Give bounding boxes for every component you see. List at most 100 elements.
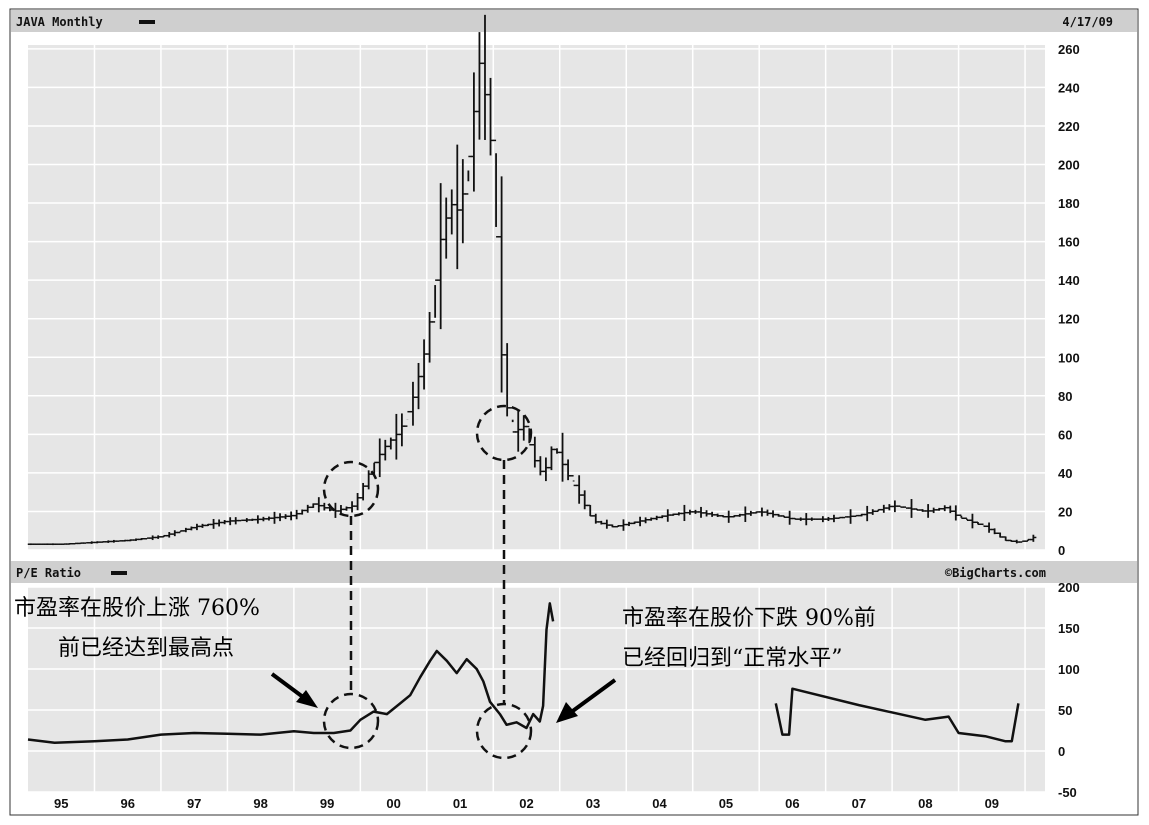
price-bar <box>770 510 777 518</box>
price-bar <box>991 528 998 535</box>
price-y-tick-label: 140 <box>1058 273 1080 288</box>
price-bar <box>454 144 461 270</box>
price-bar <box>315 497 322 513</box>
price-bar <box>886 504 893 511</box>
price-bar <box>648 517 655 521</box>
price-bar <box>72 542 79 545</box>
price-bar <box>542 457 549 482</box>
pe-y-tick-label: 100 <box>1058 662 1080 677</box>
price-bar <box>33 543 40 545</box>
price-bar <box>437 183 444 330</box>
pe-plot-area <box>28 587 1045 792</box>
price-bar <box>493 139 500 238</box>
pe-y-axis: -50 0 50 100 150 200 <box>1058 580 1080 800</box>
annotation-right-line2: 已经回归到“正常水平” <box>622 646 843 671</box>
price-bar <box>980 523 987 528</box>
price-bar <box>520 415 527 441</box>
price-bar <box>243 518 250 523</box>
price-bar <box>49 543 56 546</box>
price-grid <box>28 45 1045 551</box>
collapse-dash-icon[interactable] <box>139 20 155 24</box>
price-bar <box>919 509 926 512</box>
price-bar <box>94 541 101 544</box>
price-bar <box>664 509 671 522</box>
price-bar <box>936 507 943 511</box>
price-bar <box>426 311 433 363</box>
price-bar <box>260 516 267 522</box>
price-bar <box>786 510 793 525</box>
price-y-tick-label: 60 <box>1058 427 1072 442</box>
x-tick-label: 04 <box>652 796 667 811</box>
pe-y-tick-label: 150 <box>1058 621 1080 636</box>
x-tick-label: 06 <box>785 796 799 811</box>
price-bar <box>797 517 804 521</box>
x-tick-label: 08 <box>918 796 932 811</box>
price-bar <box>210 518 217 529</box>
price-bar <box>731 515 738 518</box>
x-tick-label: 05 <box>719 796 733 811</box>
price-bar <box>409 381 416 426</box>
price-bar <box>830 514 837 523</box>
price-bar <box>681 504 688 522</box>
price-bar <box>66 542 73 545</box>
price-bar <box>709 511 716 517</box>
annotation-left-line2: 前已经达到最高点 <box>58 636 234 661</box>
price-bar <box>1002 536 1009 542</box>
price-bar <box>803 513 810 526</box>
price-bar <box>155 535 162 539</box>
price-bar <box>997 532 1004 538</box>
price-bar <box>537 456 544 476</box>
annotation-left-line1: 市盈率在股价上涨 760% <box>14 596 260 621</box>
price-bar <box>487 77 494 156</box>
price-bar <box>232 517 239 525</box>
price-bar <box>941 505 948 512</box>
price-bar <box>814 518 821 520</box>
price-bar <box>1024 538 1031 542</box>
price-bar <box>670 513 677 516</box>
price-bar <box>44 543 51 546</box>
collapse-dash-icon[interactable] <box>111 571 127 575</box>
price-bar <box>914 508 921 511</box>
price-bar <box>304 504 311 513</box>
price-bar <box>205 523 212 527</box>
price-bar <box>265 516 272 521</box>
price-bar <box>387 437 394 450</box>
price-bar <box>842 516 849 519</box>
price-bar <box>775 513 782 517</box>
price-bar <box>88 541 95 544</box>
price-bar <box>559 432 566 482</box>
price-bar <box>55 543 62 545</box>
price-bar <box>576 475 583 504</box>
price-bar <box>1030 534 1037 542</box>
price-bar <box>908 499 915 518</box>
pe-y-tick-label: 50 <box>1058 703 1072 718</box>
price-bar <box>1008 539 1015 542</box>
price-bar <box>531 436 538 468</box>
price-bar <box>498 176 505 393</box>
x-tick-label: 00 <box>386 796 400 811</box>
price-bar <box>781 515 788 518</box>
price-bar <box>653 515 660 521</box>
price-bar <box>182 527 189 533</box>
price-bar <box>288 511 295 521</box>
price-bar <box>614 525 621 528</box>
price-bar <box>221 519 228 525</box>
price-y-tick-label: 100 <box>1058 350 1080 365</box>
pe-header-bar <box>11 561 1137 583</box>
price-y-tick-label: 20 <box>1058 504 1072 519</box>
price-bar <box>963 517 970 521</box>
price-bar <box>742 506 749 523</box>
price-bar <box>736 513 743 517</box>
price-bar <box>858 513 865 517</box>
price-bar <box>553 448 560 454</box>
price-bar <box>875 508 882 513</box>
price-bar <box>792 517 799 520</box>
price-y-tick-label: 160 <box>1058 235 1080 250</box>
price-bar <box>714 513 721 517</box>
chart-date: 4/17/09 <box>1062 15 1113 29</box>
price-bar <box>249 518 256 521</box>
price-bar <box>199 523 206 528</box>
price-bar <box>61 543 68 545</box>
price-bar <box>969 513 976 529</box>
